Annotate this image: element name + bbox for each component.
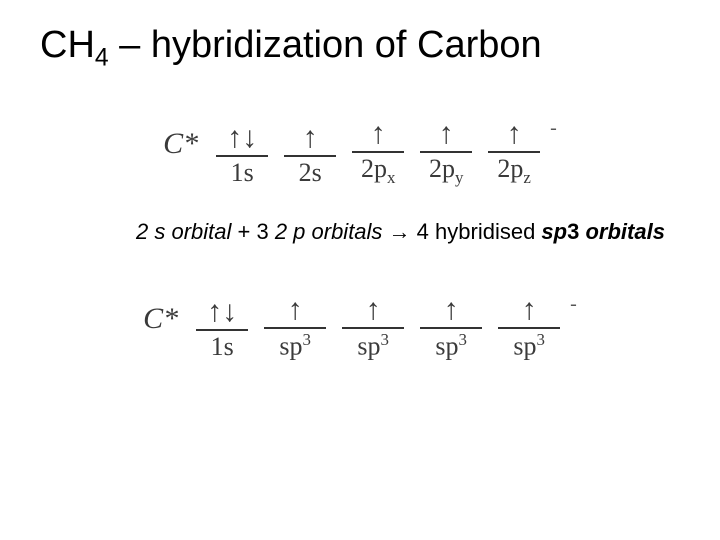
config-after: C* ↑↓ 1s ↑ sp3 ↑ sp3 ↑ sp3 ↑ sp3 - [40, 289, 680, 361]
electron-arrows: ↑↓ [227, 117, 257, 153]
eq-plus: + 3 [231, 219, 274, 244]
arrow-icon: ↑↓ [227, 123, 257, 153]
orbital-label: 2pz [497, 155, 531, 188]
after-orbital: ↑ sp3 [258, 289, 332, 361]
orbital-line [264, 327, 326, 329]
title-prefix: CH [40, 24, 95, 66]
orbital-line [216, 155, 268, 157]
electron-arrows: ↑ [522, 289, 537, 325]
eq-sp-sup: 3 [567, 219, 579, 244]
eq-2p: 2 p orbitals [275, 219, 383, 244]
orbital-line [420, 151, 472, 153]
before-orbital: ↑ 2pz [482, 113, 546, 188]
arrow-icon: ↑ [371, 119, 386, 149]
orbital-line [488, 151, 540, 153]
orbital-label: sp3 [513, 331, 545, 361]
orbital-line [498, 327, 560, 329]
arrow-icon: ↑ [507, 119, 522, 149]
after-orbital: ↑↓ 1s [190, 291, 254, 362]
orbital-line [342, 327, 404, 329]
orbital-line [284, 155, 336, 157]
after-orbital: ↑ sp3 [336, 289, 410, 361]
orbital-line [352, 151, 404, 153]
electron-arrows: ↑↓ [207, 291, 237, 327]
arrow-icon: ↑ [522, 295, 537, 325]
before-orbital: ↑↓ 1s [210, 117, 274, 188]
before-orbital: ↑ 2px [346, 113, 410, 188]
arrow-icon: ↑ [366, 295, 381, 325]
title-rest: – hybridization of Carbon [109, 24, 542, 66]
orbital-label: 2py [429, 155, 463, 188]
after-orbital: ↑ sp3 [414, 289, 488, 361]
config-before: C* ↑↓ 1s ↑ 2s ↑ 2px ↑ 2py ↑ 2pz- [40, 113, 680, 188]
electron-arrows: ↑ [439, 113, 454, 149]
orbital-label: sp3 [357, 331, 389, 361]
orbital-line [196, 329, 248, 331]
title-subscript: 4 [95, 45, 109, 72]
electron-arrows: ↑ [507, 113, 522, 149]
eq-2s: 2 s orbital [136, 219, 231, 244]
orbital-label: 1s [231, 159, 254, 188]
carbon-excited-label: C* [163, 127, 198, 187]
arrow-icon: ↑↓ [207, 297, 237, 327]
electron-arrows: ↑ [303, 117, 318, 153]
crop-mark: - [570, 293, 577, 316]
orbital-label: sp3 [279, 331, 311, 361]
after-orbital: ↑ sp3 [492, 289, 566, 361]
arrow-icon: ↑ [288, 295, 303, 325]
eq-arrow: → [382, 219, 416, 244]
orbital-label: 2px [361, 155, 395, 188]
slide: CH4 – hybridization of Carbon C*↑↓1s↑2s↑… [0, 0, 720, 540]
electron-arrows: ↑ [371, 113, 386, 149]
hybridization-equation: 2 s orbital + 3 2 p orbitals → 4 hybridi… [136, 219, 680, 245]
before-orbital: ↑ 2s [278, 117, 342, 188]
electron-arrows: ↑ [444, 289, 459, 325]
page-title: CH4 – hybridization of Carbon [40, 24, 680, 73]
arrow-icon: ↑ [439, 119, 454, 149]
arrow-icon: ↑ [444, 295, 459, 325]
carbon-excited-label: C* [143, 302, 178, 362]
eq-result-count: 4 hybridised [417, 219, 542, 244]
before-orbital: ↑ 2py [414, 113, 478, 188]
orbital-label: 1s [211, 333, 234, 362]
crop-mark: - [550, 117, 557, 140]
orbital-line [420, 327, 482, 329]
electron-arrows: ↑ [366, 289, 381, 325]
arrow-icon: ↑ [303, 123, 318, 153]
eq-sp: sp [541, 219, 567, 244]
eq-orbitals-word: orbitals [579, 219, 665, 244]
orbital-label: 2s [299, 159, 322, 188]
electron-arrows: ↑ [288, 289, 303, 325]
orbital-label: sp3 [435, 331, 467, 361]
